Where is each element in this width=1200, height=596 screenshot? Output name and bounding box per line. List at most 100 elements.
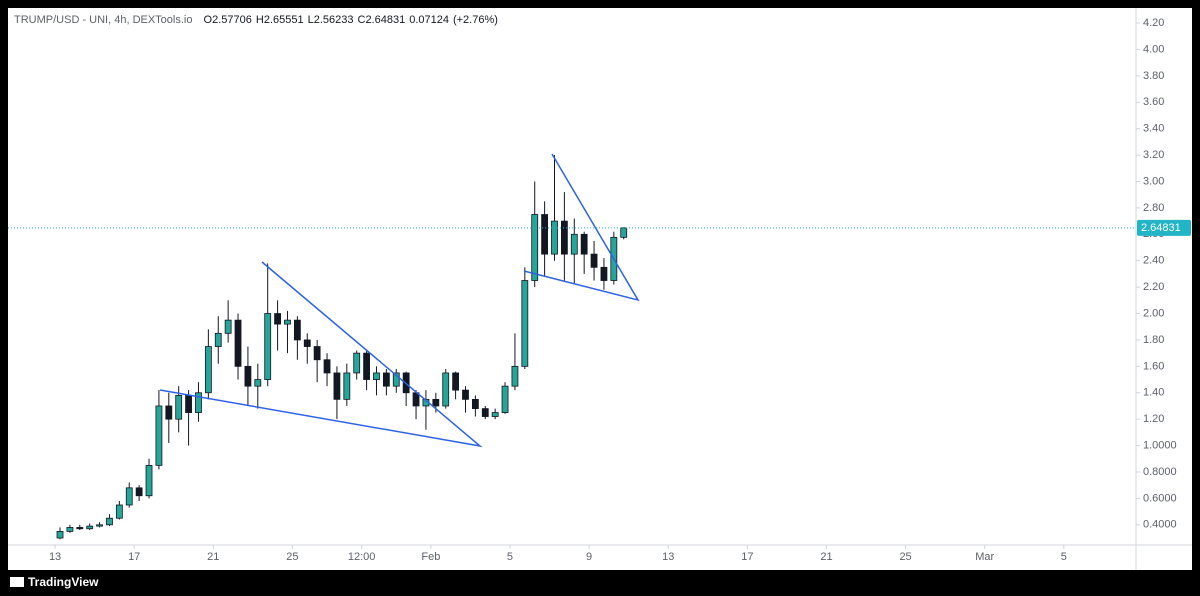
candle-body <box>76 527 84 530</box>
brand: TradingView <box>10 575 99 589</box>
y-tick-label: 0.8000 <box>1143 466 1177 478</box>
candle-body <box>155 405 163 466</box>
y-tick-label: 2.80 <box>1143 202 1164 214</box>
candle-body <box>471 398 479 410</box>
candle-body <box>234 319 242 367</box>
candle-body <box>521 280 529 367</box>
ohlc-label: C <box>357 14 365 26</box>
candle-body <box>96 524 103 527</box>
candle-body <box>244 365 252 387</box>
ohlc-label: H <box>256 14 264 26</box>
candle-body <box>363 352 370 380</box>
y-tick-label: 1.0000 <box>1143 439 1177 451</box>
wedge-1 <box>159 261 483 448</box>
y-tick-label: 1.80 <box>1143 334 1164 346</box>
x-tick-label: 13 <box>49 551 61 563</box>
x-tick-label: 12:00 <box>348 551 376 563</box>
candle-body <box>303 339 311 347</box>
y-tick-label: 1.40 <box>1143 387 1164 399</box>
candle-body <box>531 214 539 281</box>
candle-body <box>204 346 212 394</box>
candle-body <box>511 365 519 387</box>
candle-body <box>264 313 272 380</box>
x-tick-label: 9 <box>586 551 592 563</box>
x-tick-label: 17 <box>128 551 140 563</box>
candle-body <box>353 352 361 374</box>
brand-name: TradingView <box>28 575 99 589</box>
candle-body <box>590 253 598 268</box>
panel <box>8 8 1192 570</box>
candle-body <box>313 346 321 361</box>
candle-body <box>442 372 450 407</box>
y-tick-label: 0.4000 <box>1143 519 1177 531</box>
candle-body <box>284 319 291 325</box>
ohlc-value: 2.65551 <box>264 14 304 26</box>
candle-body <box>343 372 351 400</box>
y-tick-label: 3.80 <box>1143 70 1164 82</box>
y-tick-label: 2.00 <box>1143 307 1164 319</box>
candle-body <box>214 332 222 347</box>
candle-body <box>481 408 489 417</box>
wedge-2 <box>523 153 640 302</box>
candle-body <box>580 233 588 255</box>
trendlines <box>159 153 640 448</box>
x-tick-label: 21 <box>207 551 219 563</box>
x-tick-label: Mar <box>975 551 994 563</box>
last-price-tag <box>1137 219 1191 236</box>
brand-logo <box>10 577 24 587</box>
y-tick-label: 4.20 <box>1143 17 1164 29</box>
candle-body <box>323 359 331 374</box>
candle-body <box>56 531 64 539</box>
candle-body <box>115 504 123 519</box>
y-tick-label: 1.60 <box>1143 360 1164 372</box>
y-tick-label: 4.00 <box>1143 43 1164 55</box>
candle-body <box>560 220 568 255</box>
candle-body <box>501 385 509 413</box>
y-tick-label: 3.40 <box>1143 123 1164 135</box>
candle-body <box>106 517 113 526</box>
x-tick-label: 21 <box>820 551 832 563</box>
ohlc-label: O <box>204 14 213 26</box>
candle-body <box>620 227 628 238</box>
candle-body <box>373 372 380 380</box>
x-tick-label: 5 <box>507 551 513 563</box>
ohlc-value: 2.64831 <box>365 14 405 26</box>
x-tick-label: Feb <box>421 551 440 563</box>
candle-body <box>185 395 192 413</box>
candle-body <box>432 398 440 407</box>
candle-body <box>382 372 390 387</box>
y-tick-label: 2.20 <box>1143 281 1164 293</box>
ohlc-value: 2.57706 <box>212 14 252 26</box>
candle-body <box>600 266 608 281</box>
x-tick-label: 25 <box>286 551 298 563</box>
candle-body <box>135 487 143 497</box>
candle-body <box>392 372 400 387</box>
candle-body <box>224 319 232 334</box>
ohlc-label: L <box>308 14 314 26</box>
y-tick-label: 0.6000 <box>1143 492 1177 504</box>
candle-body <box>551 220 558 255</box>
last-price-label: 2.64831 <box>1141 222 1181 234</box>
plot <box>8 155 1136 540</box>
change: 0.07124 <box>409 14 449 26</box>
x-tick-label: 17 <box>741 551 753 563</box>
candle-body <box>333 372 341 400</box>
legend-header: TRUMP/USD - UNI, 4h, DEXTools.io O2.5770… <box>14 14 498 26</box>
candle-body <box>175 395 183 420</box>
candle-body <box>541 214 549 255</box>
candle-body <box>293 319 301 341</box>
candle-body <box>86 525 94 530</box>
y-tick-label: 1.20 <box>1143 413 1164 425</box>
x-tick-label: 13 <box>662 551 674 563</box>
candle-body <box>165 405 173 420</box>
candle-body <box>145 464 153 497</box>
candle-body <box>274 313 281 325</box>
candle-body <box>462 389 469 400</box>
candle-body <box>491 412 499 417</box>
y-tick-label: 3.20 <box>1143 149 1164 161</box>
candle-body <box>195 392 202 413</box>
symbol: TRUMP/USD - UNI, 4h, DEXTools.io <box>14 14 192 26</box>
candle-body <box>254 379 262 387</box>
